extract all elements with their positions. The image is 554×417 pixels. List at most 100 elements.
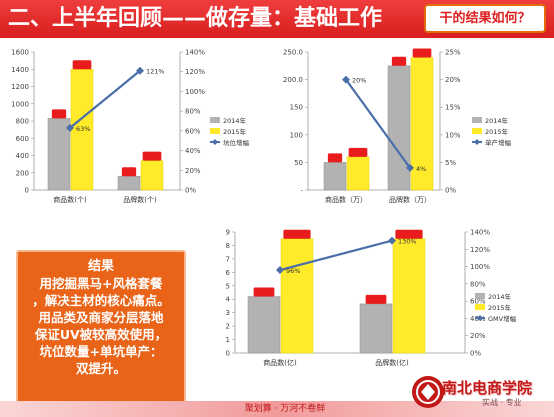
y-tick-label: - <box>300 187 303 195</box>
y2-tick-label: 100% <box>185 88 205 96</box>
y-tick-label: 50 <box>294 159 303 167</box>
line-point-label: 4% <box>416 165 426 173</box>
bar-marker <box>283 229 311 239</box>
question-badge: 干的结果如何？ <box>424 4 546 33</box>
y-tick-label: 3 <box>226 309 230 317</box>
legend-swatch-2015 <box>475 304 485 310</box>
y2-tick-label: 15% <box>445 104 461 112</box>
y-tick-label: 200 <box>16 169 29 177</box>
y2-tick-label: 20% <box>445 76 461 84</box>
summary-line: 坑位数量+单坑单产： <box>39 344 163 359</box>
y-tick-label: 6 <box>226 269 231 277</box>
bar-2014 <box>387 65 411 191</box>
bar-2014 <box>323 162 347 191</box>
y-tick-label: 1400 <box>11 66 29 74</box>
y-tick-label: 250.0 <box>283 49 303 57</box>
y-tick-label: 5 <box>226 282 230 290</box>
x-tick-label: 商品数(亿) <box>263 358 297 367</box>
chart-gmv: 01234567890%20%40%60%80%100%120%140%商品数(… <box>226 229 517 368</box>
legend-label: 2014年 <box>485 116 509 125</box>
chart-positions: 0 200 400 600 800 1000 1200 1400 1600 0% 20% 40% 60%… <box>11 49 250 205</box>
y2-tick-label: 60% <box>185 127 201 135</box>
y-tick-label: 1 <box>226 336 230 344</box>
y2-tick-label: 5% <box>445 159 456 167</box>
summary-line: 用挖掘黑马+风格套餐 <box>39 276 163 291</box>
page-title: 二、上半年回顾——做存量：基础工作 <box>8 6 383 31</box>
line-point <box>276 266 284 275</box>
bar-2015 <box>392 238 426 354</box>
y-tick-label: 2 <box>226 323 230 331</box>
bar-2015 <box>346 156 370 191</box>
legend-label: 2015年 <box>223 127 247 136</box>
x-tick-label: 品牌数(亿) <box>375 358 409 367</box>
summary-line: 保证UV被较高效使用， <box>34 327 168 342</box>
x-tick-label: 品牌数(个) <box>123 195 157 204</box>
y2-tick-label: 20% <box>185 167 201 175</box>
legend-marker <box>212 139 218 145</box>
line-point-label: 130% <box>398 238 417 246</box>
bar-marker <box>391 56 407 66</box>
summary-line: ，解决主材的核心痛点。 <box>32 293 170 308</box>
logo-mark-icon <box>412 376 444 408</box>
bar-2015 <box>280 238 314 354</box>
summary-line: 双提升。 <box>75 361 126 376</box>
bar-2014 <box>247 296 281 354</box>
x-tick-label: 商品数（万） <box>325 195 367 204</box>
line-series <box>69 69 141 129</box>
logo-text: 南北电商学院 <box>442 379 533 397</box>
legend-swatch-2015 <box>472 128 482 134</box>
line-series <box>345 78 411 169</box>
line-point-label: 96% <box>286 267 300 275</box>
y2-tick-label: 25% <box>445 49 461 57</box>
logo-subtitle: 实战 · 专业 <box>482 398 522 407</box>
summary-line: 用品类及商家分层落地 <box>38 310 164 325</box>
bar-marker <box>395 229 423 239</box>
bar-marker <box>121 167 137 177</box>
bar-marker <box>72 60 92 70</box>
x-tick-label: 品牌数（万） <box>389 195 431 204</box>
y2-tick-label: 10% <box>445 131 461 139</box>
bar-marker <box>365 294 387 304</box>
legend-label: 2015年 <box>485 127 509 136</box>
y2-tick-label: 0% <box>185 187 196 195</box>
legend-swatch-2014 <box>475 293 485 299</box>
y-tick-label: 100 <box>290 131 303 139</box>
legend-marker <box>474 139 480 145</box>
chart-output-per-slot: - 50 100 150 200.0 250.0 0% 5% 10% 15% 20% 25% 商品数（万… <box>283 48 512 205</box>
line-point <box>66 123 74 132</box>
y2-tick-label: 80% <box>185 108 201 116</box>
legend-label: 2014年 <box>223 116 247 125</box>
y2-tick-label: 60% <box>470 298 486 306</box>
legend-label: 2015年 <box>488 303 512 312</box>
legend-marker <box>477 315 483 321</box>
y2-tick-label: 80% <box>470 280 486 288</box>
bar-marker <box>51 109 67 119</box>
y2-tick-label: 20% <box>470 332 486 340</box>
y-tick-label: 1600 <box>11 49 29 57</box>
y2-tick-label: 120% <box>185 68 205 76</box>
bar-2014 <box>359 303 393 354</box>
y2-tick-label: 120% <box>470 246 490 254</box>
y-tick-label: 200.0 <box>283 76 303 84</box>
summary-line: 结果 <box>87 259 114 274</box>
y-tick-label: 0 <box>25 187 29 195</box>
summary-box: 结果 用挖掘黑马+风格套餐 ，解决主材的核心痛点。 用品类及商家分层落地 保证U… <box>16 250 186 406</box>
legend-swatch-2014 <box>210 117 220 123</box>
y-tick-label: 800 <box>16 118 29 126</box>
bar-marker <box>327 153 343 163</box>
y-tick-label: 7 <box>226 255 230 263</box>
bar-2015 <box>140 160 164 191</box>
bar-marker <box>412 48 432 58</box>
footer-bar <box>0 401 554 417</box>
line-point <box>406 163 414 172</box>
y2-tick-label: 40% <box>185 147 201 155</box>
legend-label: GMV增幅 <box>488 314 517 323</box>
bar-2014 <box>47 118 71 191</box>
y2-tick-label: 100% <box>470 263 490 271</box>
y-tick-label: 1200 <box>11 83 29 91</box>
line-point <box>342 75 350 84</box>
y2-tick-label: 0% <box>470 350 481 358</box>
line-point-label: 63% <box>76 125 90 133</box>
y-tick-label: 9 <box>226 229 230 237</box>
legend-label: 坑位增幅 <box>223 138 250 147</box>
